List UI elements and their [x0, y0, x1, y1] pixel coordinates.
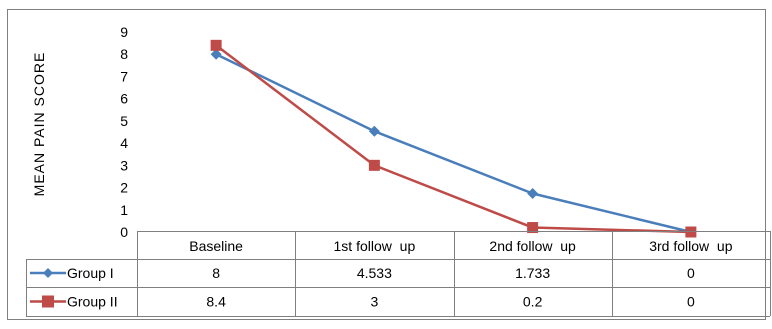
table-cell-value: 3	[370, 294, 378, 310]
y-tick-label: 5	[120, 113, 128, 129]
series-2-point	[210, 39, 222, 51]
table-cell-value: 0	[687, 294, 695, 310]
x-category-label: 3rd follow up	[649, 238, 732, 254]
table-cell-value: 0.2	[523, 294, 543, 310]
series-line-1	[215, 53, 692, 234]
table-cell-value: 8.4	[206, 294, 226, 310]
y-tick-label: 9	[120, 24, 128, 40]
table-cell-value: 4.533	[357, 265, 392, 281]
series-line-2	[215, 44, 691, 234]
x-category-label: 2nd follow up	[489, 238, 576, 254]
series-2-point	[368, 159, 380, 171]
plot-area	[210, 39, 697, 238]
chart-border	[7, 9, 766, 320]
legend-key-marker-1	[43, 268, 53, 278]
data-table: Baseline 1st follow up 2nd follow up 3rd fo…	[26, 231, 771, 317]
x-category-label: Baseline	[189, 238, 243, 254]
legend-label-1: Group I	[67, 265, 114, 281]
y-tick-label: 0	[120, 224, 128, 240]
y-axis-ticks: 0 1 2 3 4 5 6 7 8 9	[120, 24, 128, 240]
series-1-point	[368, 125, 380, 137]
series-1-point	[210, 48, 222, 60]
y-tick-label: 7	[120, 68, 128, 84]
table-cell-value: 8	[212, 265, 220, 281]
y-tick-label: 8	[120, 46, 128, 62]
y-tick-label: 4	[120, 135, 128, 151]
x-category-label: 1st follow up	[334, 238, 416, 254]
y-tick-label: 1	[120, 202, 128, 218]
table-cell-value: 0	[687, 265, 695, 281]
y-tick-label: 2	[120, 180, 128, 196]
y-tick-label: 3	[120, 157, 128, 173]
legend-key-marker-2	[42, 295, 54, 308]
y-axis-label: MEAN PAIN SCORE	[31, 52, 47, 197]
series-1-point	[527, 187, 539, 199]
y-tick-label: 6	[120, 91, 128, 107]
legend-label-2: Group II	[67, 294, 118, 310]
series-2-point	[527, 222, 539, 234]
table-cell-value: 1.733	[515, 265, 550, 281]
